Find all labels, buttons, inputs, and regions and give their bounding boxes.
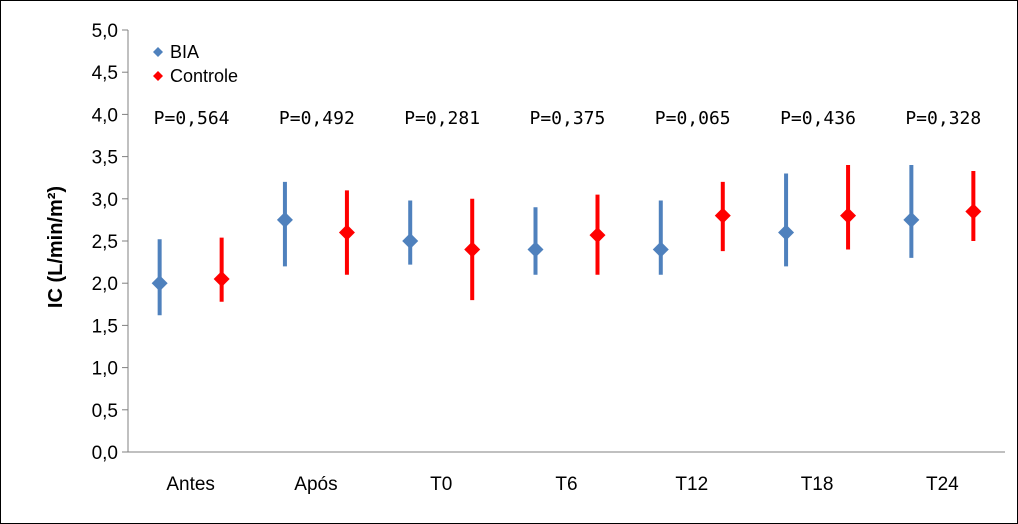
x-tick-label: Após <box>294 474 337 495</box>
data-point <box>402 233 419 249</box>
data-point <box>527 241 544 258</box>
legend: BIA Controle <box>153 42 238 86</box>
y-tick-label: 4,0 <box>92 105 118 126</box>
x-tick-labels: Antes Após T0 T6 T12 T18 T24 <box>166 474 959 495</box>
data-point <box>589 227 606 244</box>
data-point <box>778 224 795 241</box>
x-tick-label: Antes <box>166 474 215 495</box>
y-tick-label: 1,5 <box>92 316 118 337</box>
p-value-label: P=0,436 <box>780 108 856 129</box>
y-tick-label: 5,0 <box>92 21 118 42</box>
y-axis-title: IC (L/min/m²) <box>45 186 67 308</box>
x-tick-label: T0 <box>430 474 452 495</box>
data-point <box>840 207 857 224</box>
y-tick-label: 3,5 <box>92 148 118 169</box>
p-value-label: P=0,375 <box>530 108 606 129</box>
p-value-label: P=0,281 <box>404 108 480 129</box>
p-value-label: P=0,564 <box>154 108 230 129</box>
x-tick-label: T24 <box>926 474 959 495</box>
y-tick-label: 3,0 <box>92 190 118 211</box>
legend-label: Controle <box>170 66 238 86</box>
data-point <box>903 211 920 228</box>
y-tick-labels: 0,0 0,5 1,0 1,5 2,0 2,5 3,0 3,5 4,0 4,5 5,0 <box>92 21 118 464</box>
data-point <box>213 270 230 287</box>
legend-label: BIA <box>170 42 199 62</box>
x-tick-label: T6 <box>555 474 577 495</box>
data-point <box>464 241 481 258</box>
y-tick-label: 4,5 <box>92 63 118 84</box>
data-point <box>714 207 731 224</box>
y-tick-label: 0,5 <box>92 401 118 422</box>
x-tick-label: T12 <box>675 474 708 495</box>
data-point <box>338 224 355 241</box>
p-value-annotations: P=0,564 P=0,492 P=0,281 P=0,375 P=0,065 P=0,4… <box>154 108 982 129</box>
series-bia <box>151 165 920 316</box>
y-tick-label: 1,0 <box>92 359 118 380</box>
series-controle <box>213 165 982 302</box>
y-tick-label: 2,5 <box>92 232 118 253</box>
y-tick-label: 2,0 <box>92 274 118 295</box>
p-value-label: P=0,492 <box>279 108 355 129</box>
y-tick-label: 0,0 <box>92 443 118 464</box>
data-point <box>652 241 669 258</box>
x-tick-label: T18 <box>801 474 834 495</box>
axes <box>122 29 1005 453</box>
series-layer <box>151 165 982 316</box>
data-point <box>151 275 168 292</box>
p-value-label: P=0,328 <box>905 108 981 129</box>
data-point <box>965 203 982 220</box>
data-point <box>276 211 293 228</box>
legend-marker <box>153 71 163 81</box>
p-value-label: P=0,065 <box>655 108 731 129</box>
y-axis-title-group: IC (L/min/m²) <box>45 186 67 308</box>
legend-marker <box>153 47 163 57</box>
